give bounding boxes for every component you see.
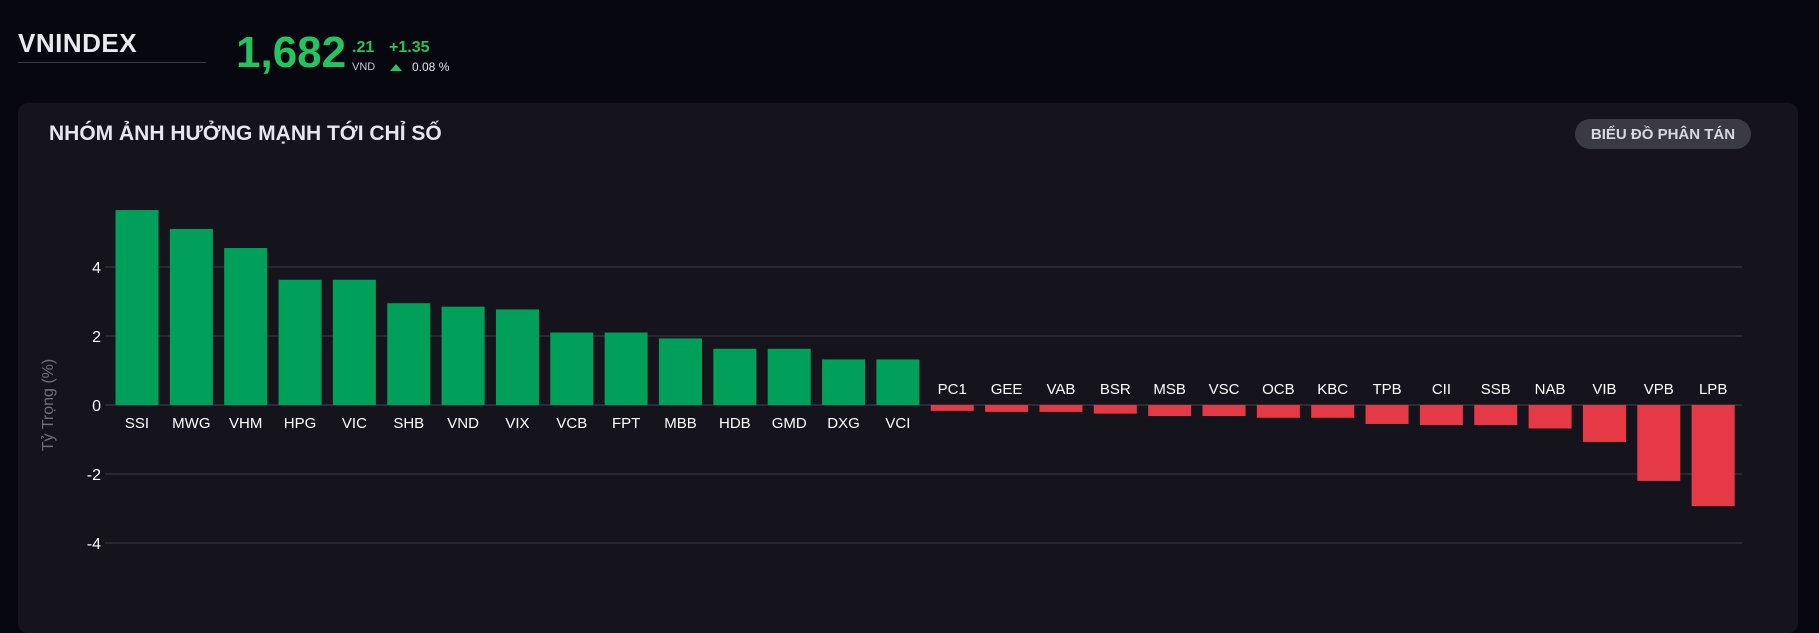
bar-hpg (278, 279, 322, 405)
x-tick-label: NAB (1535, 381, 1566, 398)
x-tick-label: SHB (393, 415, 424, 432)
bar-vix (495, 309, 539, 405)
bar-ssb (1474, 405, 1518, 426)
panel-title: NHÓM ẢNH HƯỞNG MẠNH TỚI CHỈ SỐ (49, 122, 442, 145)
x-tick-label: LPB (1699, 381, 1727, 398)
x-tick-label: MWG (172, 415, 210, 432)
bar-cii (1419, 405, 1463, 426)
bar-kbc (1311, 405, 1355, 418)
y-axis-label: Tỷ Trọng (%) (40, 359, 57, 451)
y-tick-label: 4 (92, 260, 101, 277)
bar-vsc (1202, 405, 1246, 417)
x-tick-label: GEE (991, 381, 1023, 398)
x-tick-label: GMD (772, 415, 807, 432)
index-price-main: 1,682 (236, 28, 347, 77)
bar-msb (1148, 405, 1192, 417)
bar-mwg (169, 229, 213, 405)
bar-nab (1528, 405, 1572, 429)
bar-bsr (1093, 405, 1137, 414)
x-tick-label: MSB (1153, 381, 1186, 398)
x-tick-label: SSB (1481, 381, 1511, 398)
index-name[interactable]: VNINDEX (18, 28, 138, 58)
influence-bar-chart: 4 2 0 -2 -4 Tỷ Trọng (%) SSI MWG VHM HPG VIC SHB VND… (40, 210, 1742, 553)
bar-gmd (767, 348, 811, 405)
bar-dxg (822, 359, 866, 405)
y-tick-label: -2 (87, 467, 101, 484)
index-change-absolute: +1.35 (389, 39, 430, 56)
x-tick-label: VHM (229, 415, 262, 432)
bar-vnd (441, 306, 485, 405)
bar-mbb (659, 338, 702, 405)
x-tick-label: VND (447, 415, 479, 432)
bar-fpt (604, 332, 648, 405)
bar-tpb (1365, 405, 1409, 424)
x-tick-label: TPB (1372, 381, 1401, 398)
bar-vci (876, 359, 920, 405)
bar-lpb (1691, 405, 1735, 507)
x-tick-label: OCB (1262, 381, 1295, 398)
bar-vab (1039, 405, 1083, 412)
bar-vib (1582, 405, 1626, 442)
x-tick-label: PC1 (938, 381, 967, 398)
index-header: VNINDEX 1,682 .21 VND +1.35 0.08 % (0, 0, 1819, 100)
x-tick-label: VSC (1209, 381, 1240, 398)
up-arrow-icon (390, 64, 402, 71)
x-tick-label: HDB (719, 415, 751, 432)
x-tick-label: VAB (1046, 381, 1075, 398)
x-tick-label: SSI (125, 415, 149, 432)
bar-vhm (224, 248, 268, 405)
bar-vcb (550, 332, 594, 405)
x-tick-label: VIX (505, 415, 529, 432)
bar-gee (985, 405, 1029, 412)
bar-pc1 (930, 405, 974, 411)
bar-vpb (1637, 405, 1681, 481)
scatter-chart-button[interactable]: BIỂU ĐỒ PHÂN TÁN (1575, 119, 1751, 149)
y-tick-label: 0 (92, 398, 101, 415)
index-price-unit: VND (352, 61, 376, 73)
index-change-percent: 0.08 % (412, 60, 450, 74)
x-tick-label: DXG (827, 415, 860, 432)
x-tick-label: BSR (1100, 381, 1131, 398)
x-tick-label: CII (1432, 381, 1451, 398)
x-tick-label: VCB (556, 415, 587, 432)
y-tick-label: 2 (92, 329, 101, 346)
x-tick-label: KBC (1317, 381, 1348, 398)
index-name-underline (18, 62, 206, 63)
x-tick-label: VPB (1644, 381, 1674, 398)
bar-ssi (115, 210, 159, 405)
x-tick-label: MBB (664, 415, 697, 432)
x-tick-label: VIC (342, 415, 367, 432)
bar-ocb (1256, 405, 1300, 418)
y-tick-label: -4 (87, 536, 101, 553)
bar-shb (387, 303, 431, 405)
x-tick-label: HPG (284, 415, 317, 432)
x-tick-label: VCI (885, 415, 910, 432)
x-tick-label: VIB (1592, 381, 1616, 398)
bar-hdb (713, 348, 757, 405)
index-price-decimal: .21 (352, 39, 375, 56)
x-tick-label: FPT (612, 415, 640, 432)
bar-vic (332, 279, 376, 405)
